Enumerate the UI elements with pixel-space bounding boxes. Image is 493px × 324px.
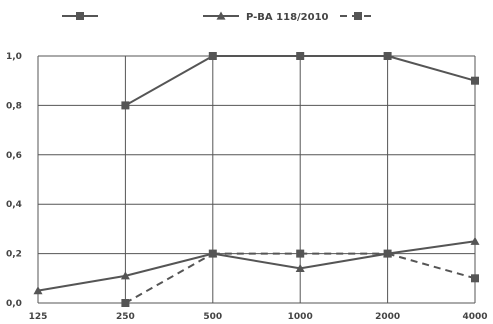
y-tick-label: 0,2: [6, 250, 22, 260]
x-tick-label: 4000: [462, 312, 487, 322]
series-markers: [33, 52, 480, 307]
series-3-point: [208, 249, 217, 258]
series-1-segment: [387, 55, 476, 82]
x-tick-label: 500: [203, 312, 222, 322]
series-2-segment: [387, 240, 476, 255]
series-1-point: [471, 76, 479, 85]
series-3-point: [296, 249, 305, 258]
series-3-point: [471, 274, 479, 283]
grid: [37, 55, 476, 304]
x-tick-label: 125: [29, 312, 48, 322]
series-2-point: [120, 271, 130, 280]
series-3-segment: [124, 252, 214, 304]
y-tick-label: 0,4: [6, 200, 22, 210]
legend: P-BA 118/2010: [62, 11, 376, 23]
y-tick-label: 0,6: [6, 151, 22, 161]
y-tick-label: 1,0: [6, 52, 22, 62]
series-3-segment: [387, 252, 476, 280]
series-2-point: [295, 263, 305, 273]
legend-label-2: P-BA 118/2010: [246, 12, 329, 23]
series-2-segment: [212, 252, 301, 270]
y-tick-label: 0,8: [6, 101, 22, 111]
y-tick-labels: 0,0 0,2 0,4 0,6 0,8 1,0: [6, 52, 22, 309]
series-1-point: [121, 101, 130, 110]
x-tick-label: 250: [116, 312, 135, 322]
series-1-segment: [124, 55, 214, 107]
x-tick-label: 1000: [288, 312, 313, 322]
legend-marker-1: [76, 12, 84, 20]
y-tick-label: 0,0: [6, 299, 22, 309]
series-1-point: [383, 52, 392, 60]
series-1-point: [208, 52, 217, 60]
series-lines: [37, 55, 476, 304]
legend-marker-3: [354, 12, 362, 20]
x-tick-labels: 125 250 500 1000 2000 4000: [29, 312, 488, 322]
series-2-segment: [125, 252, 214, 277]
series-2-segment: [37, 274, 126, 292]
series-2-point: [33, 286, 43, 295]
series-1-point: [296, 52, 305, 60]
series-2-point: [470, 236, 480, 245]
x-tick-label: 2000: [375, 312, 400, 322]
series-3-point: [121, 299, 130, 307]
series-2-segment: [300, 252, 388, 270]
series-3-point: [383, 249, 392, 258]
legend-marker-2: [216, 11, 226, 20]
